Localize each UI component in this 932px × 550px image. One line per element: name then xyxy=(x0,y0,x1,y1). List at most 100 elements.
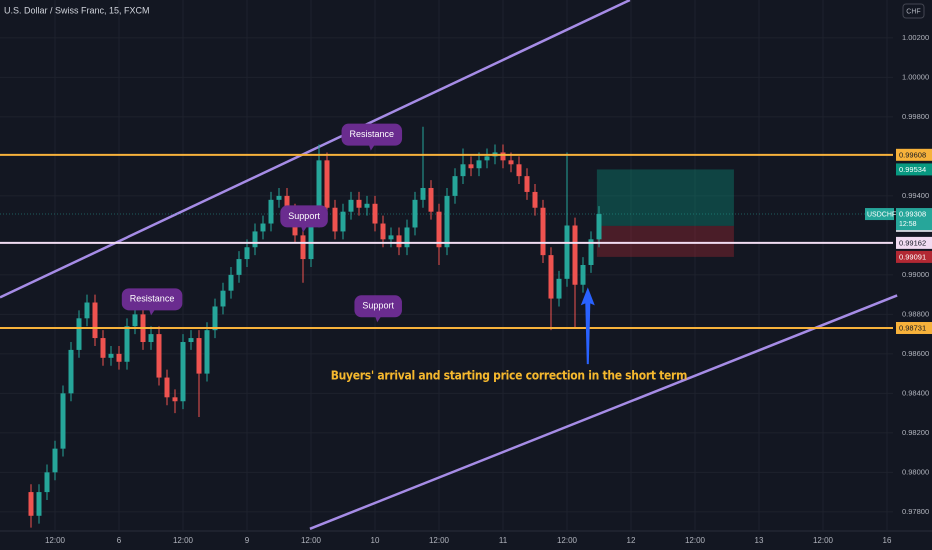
candle-body xyxy=(108,353,114,358)
arrow xyxy=(580,287,595,365)
callout-text: Resistance xyxy=(350,129,395,139)
candle-body xyxy=(580,265,586,285)
candle-body xyxy=(236,259,242,275)
x-tick-label: 12 xyxy=(627,536,636,545)
y-tick-label: 0.99400 xyxy=(902,191,929,200)
x-tick-label: 10 xyxy=(371,536,380,545)
candle-body xyxy=(364,203,370,208)
candle-body xyxy=(428,187,434,212)
candle-body xyxy=(156,334,162,378)
price-tag xyxy=(896,163,932,176)
x-tick-label: 12:00 xyxy=(301,536,322,545)
loss-zone xyxy=(596,225,734,257)
candle-body xyxy=(404,227,410,248)
candle-body xyxy=(468,164,474,169)
candle-body xyxy=(372,203,378,224)
candle-body xyxy=(204,330,210,374)
callout-text: Support xyxy=(288,211,320,221)
candle-body xyxy=(308,219,314,260)
candle-body xyxy=(324,160,330,208)
chart-title: U.S. Dollar / Swiss Franc, 15, FXCM xyxy=(4,5,150,15)
candle-body xyxy=(436,211,442,248)
candle-body xyxy=(596,214,602,240)
callout: Support xyxy=(354,295,402,323)
annotation: Buyers' arrival and starting price corre… xyxy=(331,369,687,383)
candle-body xyxy=(500,152,506,161)
candle-body xyxy=(284,195,290,212)
candle-body xyxy=(244,247,250,260)
currency-label[interactable]: CHF xyxy=(906,8,920,15)
x-tick-label: 12:00 xyxy=(813,536,834,545)
callout-text: Resistance xyxy=(130,294,175,304)
y-tick-label: 0.98800 xyxy=(902,309,929,318)
symbol-label: USDCHF xyxy=(867,211,896,218)
candle-body xyxy=(524,176,530,192)
x-tick-label: 12:00 xyxy=(685,536,706,545)
x-tick-label: 13 xyxy=(755,536,764,545)
candle-body xyxy=(84,302,90,319)
candle-body xyxy=(532,191,538,208)
candle-body xyxy=(388,235,394,240)
y-tick-label: 0.98400 xyxy=(902,388,929,397)
x-tick-label: 12:00 xyxy=(557,536,578,545)
candle-body xyxy=(172,397,178,402)
price-axis xyxy=(893,0,932,550)
candle-body xyxy=(548,255,554,299)
callout-tail xyxy=(368,144,375,151)
candle-body xyxy=(356,199,362,208)
plot: Resistance Support Resistance Support Buyers… xyxy=(0,0,898,530)
candle-body xyxy=(484,156,490,161)
candle-body xyxy=(100,338,106,358)
trendline xyxy=(309,294,898,530)
price-tag-label: 0.99608 xyxy=(899,150,926,159)
callout-tail xyxy=(149,309,156,316)
profit-zone xyxy=(596,169,734,226)
candle-body xyxy=(44,472,50,493)
candle-body xyxy=(540,207,546,256)
candle-body xyxy=(116,353,122,362)
x-tick-label: 16 xyxy=(883,536,892,545)
candle-body xyxy=(300,235,306,260)
candle-body xyxy=(268,199,274,224)
candle-body xyxy=(340,211,346,232)
candle-body xyxy=(92,302,98,339)
last-price-label: 0.99308 xyxy=(899,210,926,219)
candle-body xyxy=(228,274,234,291)
candle-body xyxy=(220,290,226,307)
candle-body xyxy=(68,349,74,394)
x-tick-label: 12:00 xyxy=(45,536,66,545)
candle-body xyxy=(180,342,186,402)
price-tag-label: 0.98731 xyxy=(899,323,926,332)
price-tag xyxy=(896,236,932,249)
symbol-tag xyxy=(865,208,894,221)
y-tick-label: 0.99000 xyxy=(902,270,929,279)
candle-body xyxy=(412,199,418,228)
callout-bubble xyxy=(354,295,402,318)
candle-body xyxy=(460,164,466,177)
trendline xyxy=(0,0,631,299)
candle-body xyxy=(52,448,58,473)
candle-body xyxy=(36,492,42,516)
last-price-tag xyxy=(896,208,932,231)
candle-body xyxy=(132,314,138,327)
candle-body xyxy=(380,223,386,240)
y-tick-label: 0.99800 xyxy=(902,112,929,121)
candle-body xyxy=(396,235,402,248)
x-tick-label: 12:00 xyxy=(429,536,450,545)
candle-body xyxy=(556,278,562,299)
candle-body xyxy=(452,176,458,196)
price-tag-label: 0.99534 xyxy=(899,165,926,174)
candle-body xyxy=(212,306,218,331)
candle-body xyxy=(124,326,130,362)
candle-body xyxy=(420,187,426,200)
candle-body xyxy=(476,160,482,169)
callout-tail xyxy=(301,226,308,233)
x-tick-label: 11 xyxy=(499,536,508,545)
candle-body xyxy=(516,164,522,177)
currency-button[interactable] xyxy=(902,3,925,19)
candle-body xyxy=(252,231,258,248)
callout-bubble xyxy=(121,288,183,311)
candle-body xyxy=(196,338,202,374)
x-tick-label: 12:00 xyxy=(173,536,194,545)
